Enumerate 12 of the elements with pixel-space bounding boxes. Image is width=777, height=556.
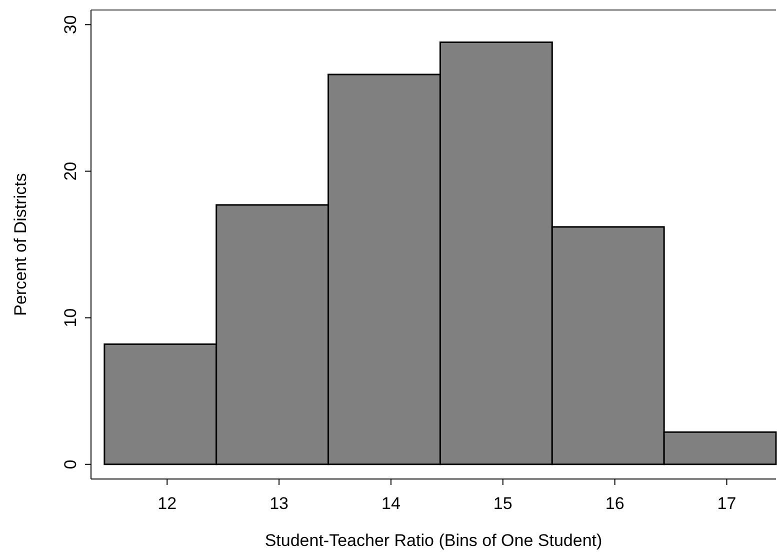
y-tick-label: 30: [61, 15, 80, 34]
x-tick-label: 12: [158, 494, 177, 513]
y-tick-label: 20: [61, 162, 80, 181]
y-tick-label: 10: [61, 308, 80, 328]
x-tick-label: 17: [717, 494, 736, 513]
x-tick-label: 15: [493, 494, 512, 513]
x-tick-label: 14: [382, 494, 400, 513]
x-tick-label: 13: [270, 494, 288, 513]
y-axis-title: Percent of Districts: [11, 173, 30, 316]
y-tick-label: 0: [61, 460, 80, 470]
x-tick-label: 16: [605, 494, 624, 513]
x-axis-title: Student-Teacher Ratio (Bins of One Student): [264, 531, 602, 550]
